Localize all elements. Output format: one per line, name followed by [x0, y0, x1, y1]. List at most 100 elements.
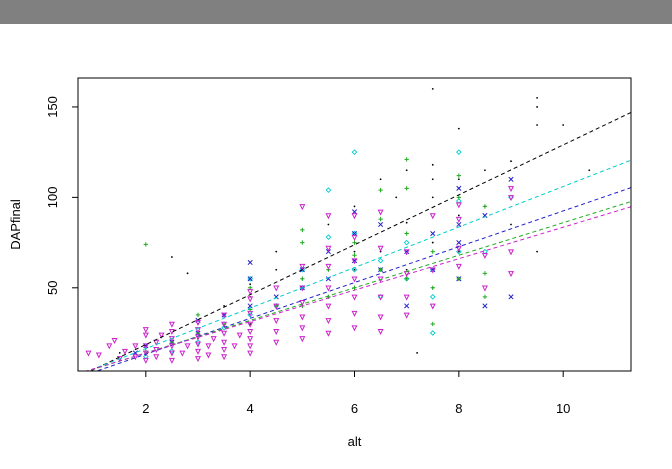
- data-point: [184, 343, 191, 350]
- data-point: [536, 250, 538, 253]
- data-point: [455, 263, 462, 270]
- data-point: [236, 332, 243, 339]
- data-point: [353, 205, 356, 208]
- data-point: [221, 354, 228, 361]
- data-point: [536, 106, 538, 108]
- data-point: [456, 149, 462, 155]
- data-point: [247, 276, 253, 282]
- data-point: [299, 325, 306, 332]
- data-point: [111, 337, 118, 345]
- y-tick-label: 50: [45, 281, 60, 295]
- data-point: [351, 325, 358, 332]
- data-point: [404, 157, 409, 162]
- data-point: [536, 96, 538, 99]
- data-point: [247, 312, 253, 318]
- data-point: [377, 245, 384, 252]
- data-point: [273, 318, 280, 325]
- data-point: [273, 328, 280, 335]
- data-point: [378, 216, 383, 222]
- data-point: [430, 285, 435, 291]
- data-point: [429, 267, 436, 274]
- data-point: [395, 196, 398, 199]
- data-point: [247, 343, 254, 350]
- data-point: [231, 343, 238, 350]
- fit-line-3: [86, 201, 631, 371]
- data-point: [168, 350, 175, 357]
- data-point: [273, 339, 280, 346]
- data-point: [142, 332, 149, 339]
- data-point: [300, 227, 305, 233]
- data-point: [353, 250, 356, 253]
- data-point: [457, 214, 460, 217]
- data-point: [249, 283, 252, 286]
- data-point: [457, 178, 460, 181]
- data-point: [325, 330, 332, 337]
- data-point: [221, 321, 228, 328]
- data-point: [195, 339, 201, 345]
- data-point: [351, 234, 358, 241]
- data-point: [508, 271, 515, 278]
- data-point: [508, 249, 515, 256]
- data-point: [429, 213, 436, 220]
- data-point: [325, 213, 332, 220]
- plot-frame: [77, 77, 632, 372]
- data-point: [299, 266, 306, 273]
- data-point: [325, 318, 332, 325]
- data-point: [325, 285, 332, 292]
- data-point: [325, 276, 331, 282]
- data-point: [430, 321, 435, 327]
- data-point: [247, 328, 254, 335]
- data-point: [484, 169, 486, 172]
- data-point: [351, 276, 358, 283]
- data-point: [205, 352, 212, 359]
- data-point: [430, 249, 435, 254]
- data-point: [457, 127, 460, 130]
- data-point: [300, 240, 305, 245]
- data-point: [168, 357, 175, 364]
- series-points-2: [132, 176, 514, 356]
- y-tick-label: 100: [45, 187, 60, 209]
- data-point: [168, 343, 175, 350]
- data-point: [195, 312, 201, 318]
- data-point: [431, 196, 434, 199]
- data-point: [403, 249, 410, 256]
- data-point: [194, 327, 201, 334]
- y-axis-label: DAPfinal: [8, 199, 23, 250]
- data-point: [431, 163, 434, 166]
- data-point: [405, 169, 408, 172]
- data-point: [456, 240, 462, 246]
- data-point: [403, 294, 410, 301]
- data-point: [508, 294, 514, 300]
- data-point: [325, 303, 332, 310]
- data-point: [247, 275, 253, 282]
- data-point: [377, 294, 384, 301]
- fit-line-4: [84, 206, 631, 371]
- data-point: [482, 212, 488, 219]
- data-point: [377, 209, 384, 216]
- series-points-4: [85, 186, 515, 364]
- data-point: [142, 327, 149, 334]
- data-point: [106, 343, 113, 350]
- data-point: [377, 328, 384, 335]
- data-point: [456, 185, 462, 191]
- data-point: [429, 294, 436, 300]
- data-point: [194, 356, 201, 363]
- data-point: [429, 303, 436, 310]
- data-point: [121, 348, 128, 355]
- x-tick-label: 10: [556, 401, 570, 416]
- data-point: [247, 310, 254, 317]
- y-axis: 50 100 150: [45, 96, 78, 295]
- data-point: [403, 239, 410, 246]
- series-points-0: [118, 87, 591, 354]
- data-point: [221, 312, 228, 319]
- data-point: [247, 289, 254, 296]
- data-point: [299, 314, 306, 321]
- data-point: [351, 258, 358, 265]
- data-point: [273, 285, 280, 292]
- data-point: [482, 271, 488, 276]
- data-point: [456, 221, 462, 228]
- data-point: [510, 160, 512, 163]
- data-point: [508, 186, 515, 193]
- data-point: [95, 352, 102, 359]
- data-point: [221, 347, 228, 354]
